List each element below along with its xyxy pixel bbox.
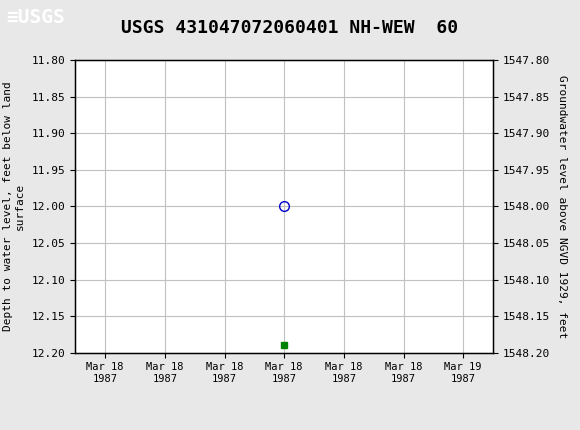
Text: ≡USGS: ≡USGS	[6, 8, 64, 27]
Y-axis label: Depth to water level, feet below land
surface: Depth to water level, feet below land su…	[3, 82, 25, 331]
Text: USGS 431047072060401 NH-WEW  60: USGS 431047072060401 NH-WEW 60	[121, 19, 459, 37]
Y-axis label: Groundwater level above NGVD 1929, feet: Groundwater level above NGVD 1929, feet	[557, 75, 567, 338]
